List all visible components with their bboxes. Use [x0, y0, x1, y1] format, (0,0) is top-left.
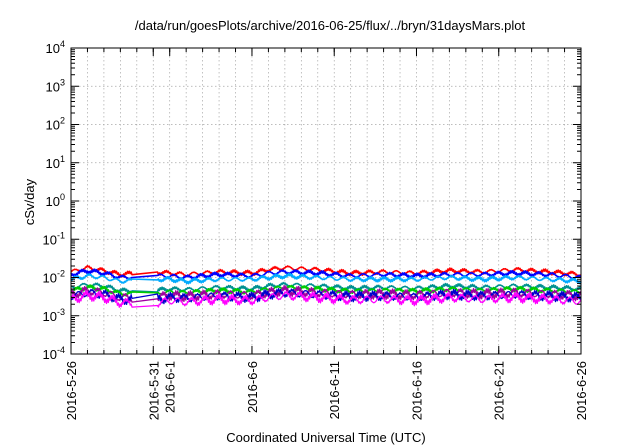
x-tick-label: 2016-6-1 — [163, 361, 178, 413]
y-tick-label: 10-2 — [43, 269, 65, 286]
x-ticks: 2016-5-26 2016-5-31 2016-6-1 2016-6-6 2016-6… — [64, 48, 589, 420]
series-group — [70, 264, 582, 308]
y-tick-label: 104 — [46, 39, 65, 56]
x-tick-label: 2016-6-6 — [245, 361, 260, 413]
y-tick-label: 10-4 — [43, 345, 65, 362]
x-tick-label: 2016-6-26 — [574, 361, 589, 420]
y-tick-label: 102 — [46, 116, 65, 133]
y-tick-label: 103 — [46, 77, 65, 94]
grid-lines — [71, 48, 581, 354]
y-tick-label: 100 — [46, 192, 65, 209]
series-line — [70, 284, 582, 303]
series-line — [70, 281, 582, 295]
y-axis-label: cSv/day — [22, 178, 37, 225]
x-tick-label: 2016-5-31 — [146, 361, 161, 420]
y-tick-label: 101 — [46, 154, 65, 171]
chart-title: /data/run/goesPlots/archive/2016-06-25/f… — [135, 18, 526, 33]
x-axis-label: Coordinated Universal Time (UTC) — [226, 430, 425, 445]
series-line — [70, 268, 582, 280]
x-tick-label: 2016-6-21 — [492, 361, 507, 420]
y-tick-label: 10-3 — [43, 307, 65, 324]
y-tick-label: 10-1 — [43, 230, 65, 247]
y-ticks: 10-4 10-3 10-2 10-1 100 101 102 103 104 — [43, 39, 581, 362]
series-line — [70, 272, 582, 285]
series-line — [70, 290, 582, 308]
x-tick-label: 2016-6-11 — [327, 361, 342, 419]
x-tick-label: 2016-6-16 — [409, 361, 424, 420]
x-tick-label: 2016-5-26 — [64, 361, 79, 420]
